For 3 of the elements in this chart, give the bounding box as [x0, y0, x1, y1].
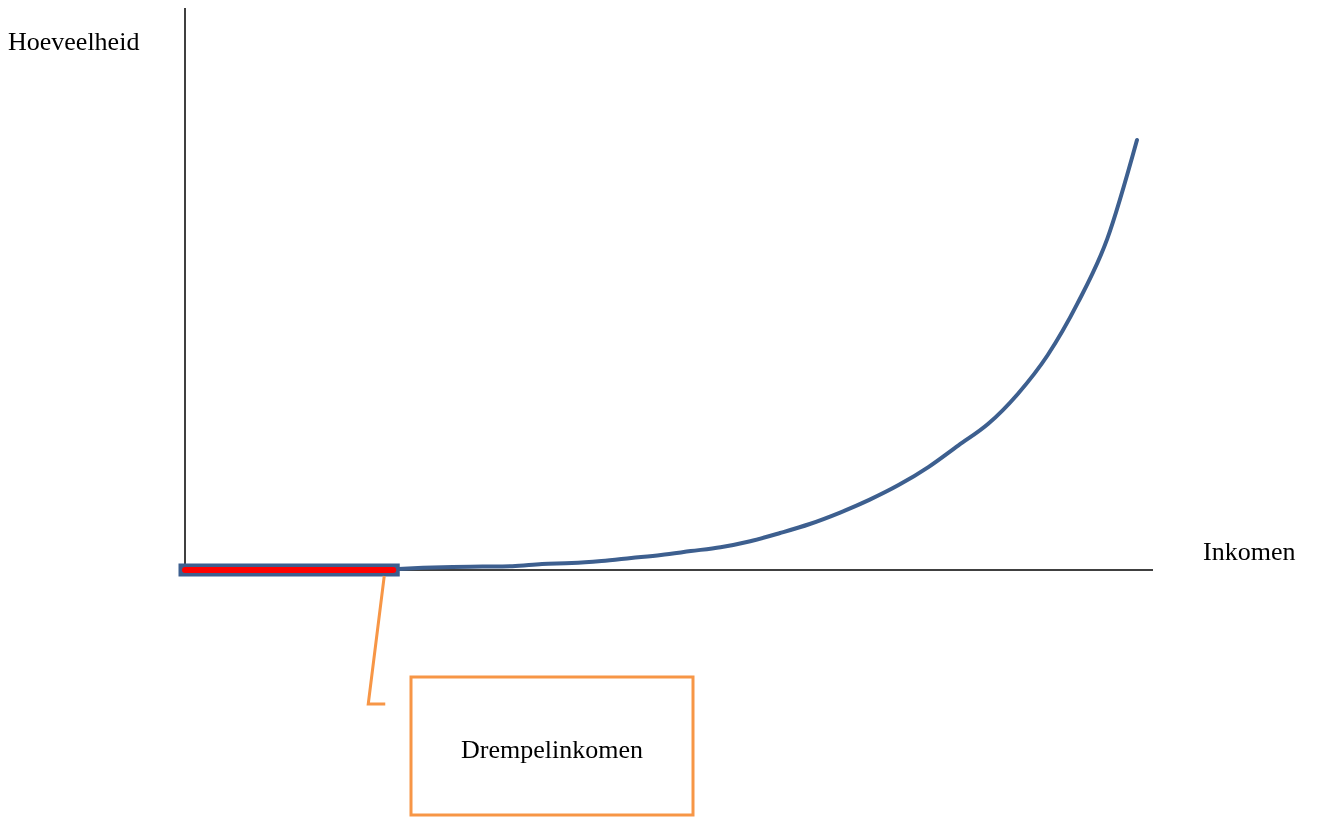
x-axis-title: Inkomen — [1203, 537, 1296, 566]
text: Drempelinkomen — [461, 735, 643, 764]
y-axis-title: Hoeveelheid — [8, 27, 140, 56]
